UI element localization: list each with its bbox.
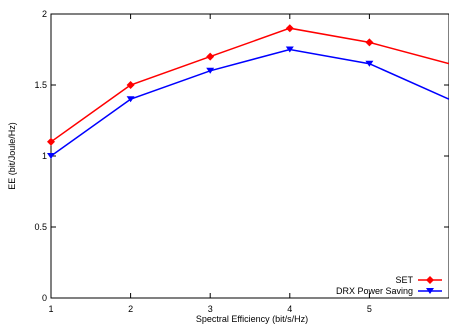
series-0-point bbox=[365, 38, 374, 47]
legend-marker-drx bbox=[426, 288, 434, 294]
y-axis-title: EE (bit/Joule/Hz) bbox=[7, 122, 17, 190]
y-tick-label: 1.5 bbox=[34, 80, 47, 90]
legend-label-set: SET bbox=[395, 275, 413, 285]
y-axis-ticks: 0 0.5 1 1.5 2 bbox=[34, 9, 449, 303]
plot-frame bbox=[50, 13, 449, 299]
x-axis-ticks: 1 2 3 4 5 bbox=[48, 14, 372, 314]
series-1-point bbox=[206, 67, 215, 74]
x-tick-label: 5 bbox=[367, 304, 372, 314]
y-tick-label: 0.5 bbox=[34, 222, 47, 232]
series-1-point bbox=[365, 60, 374, 67]
x-tick-label: 4 bbox=[287, 304, 292, 314]
series-0-point bbox=[126, 81, 135, 89]
x-tick-label: 1 bbox=[48, 304, 53, 314]
series-1-point bbox=[285, 46, 294, 53]
series-1-point bbox=[47, 153, 55, 159]
series-0-point bbox=[285, 24, 294, 33]
y-tick-label: 2 bbox=[42, 9, 47, 19]
legend-label-drx: DRX Power Saving bbox=[336, 286, 413, 296]
y-tick-label: 1 bbox=[42, 151, 47, 161]
series-line-0 bbox=[50, 27, 449, 143]
series-layer bbox=[47, 24, 449, 159]
legend-marker-set bbox=[426, 276, 434, 284]
series-0-point bbox=[47, 137, 55, 146]
y-tick-label: 0 bbox=[42, 293, 47, 303]
legend: SET DRX Power Saving bbox=[336, 275, 442, 296]
series-1-point bbox=[126, 96, 135, 103]
series-line-1 bbox=[50, 48, 449, 157]
series-0-point bbox=[206, 52, 215, 61]
x-tick-label: 2 bbox=[128, 304, 133, 314]
x-tick-label: 3 bbox=[208, 304, 213, 314]
x-axis-title: Spectral Efficiency (bit/s/Hz) bbox=[196, 314, 308, 324]
